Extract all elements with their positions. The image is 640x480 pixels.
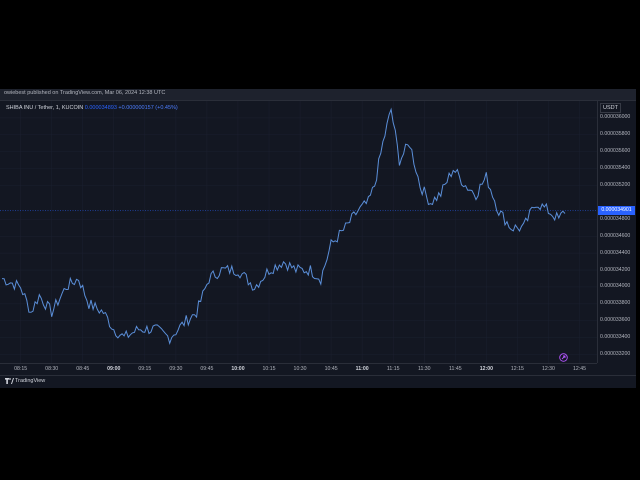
symbol-legend[interactable]: SHIBA INU / Tether, 1, KUCOIN 0.00003489…	[6, 105, 178, 111]
price-tick-label: 0.000033400	[600, 334, 631, 341]
last-price-value: 0.000034893	[84, 105, 117, 111]
time-tick-label: 12:45	[572, 366, 586, 372]
price-tick-label: 0.000035800	[600, 131, 631, 138]
time-tick-label: 11:30	[417, 366, 431, 372]
publish-info: owiebest published on TradingView.com, M…	[4, 90, 166, 96]
tradingview-logo-icon[interactable]	[5, 378, 14, 384]
price-tick-label: 0.000035400	[600, 165, 631, 172]
price-tick-label: 0.000034000	[600, 283, 631, 290]
currency-label[interactable]: USDT	[600, 103, 621, 113]
price-tick-label: 0.000035600	[600, 148, 631, 155]
last-price-tag: 0.000034901	[598, 206, 635, 215]
price-series-line	[1, 107, 566, 345]
time-tick-label: 12:30	[541, 366, 555, 372]
time-tick-label: 09:00	[107, 366, 121, 372]
time-tick-label: 08:30	[45, 366, 59, 372]
time-axis[interactable]	[0, 363, 597, 376]
price-axis[interactable]	[597, 101, 637, 363]
price-tick-label: 0.000033600	[600, 317, 631, 324]
time-tick-label: 11:15	[386, 366, 400, 372]
price-tick-label: 0.000034400	[600, 249, 631, 256]
time-tick-label: 09:15	[138, 366, 152, 372]
price-tick-label: 0.000035200	[600, 182, 631, 189]
price-tick-label: 0.000034600	[600, 232, 631, 239]
time-tick-label: 10:00	[231, 366, 245, 372]
time-tick-label: 09:30	[169, 366, 183, 372]
time-tick-label: 11:45	[448, 366, 462, 372]
time-tick-label: 08:45	[76, 366, 90, 372]
price-change-value: +0.000000157 (+0.45%)	[118, 105, 178, 111]
time-tick-label: 10:45	[324, 366, 338, 372]
chart-window: owiebest published on TradingView.com, M…	[0, 89, 637, 388]
price-tick-label: 0.000034200	[600, 266, 631, 273]
symbol-name: SHIBA INU / Tether, 1, KUCOIN	[6, 105, 84, 111]
price-tick-label: 0.000036000	[600, 114, 631, 121]
time-tick-label: 10:15	[262, 366, 276, 372]
time-tick-label: 12:00	[479, 366, 493, 372]
price-tick-label: 0.000034800	[600, 215, 631, 222]
time-tick-label: 12:15	[510, 366, 524, 372]
time-tick-label: 11:00	[355, 366, 369, 372]
price-line-chart	[0, 101, 597, 363]
goto-realtime-icon[interactable]	[559, 353, 568, 362]
tradingview-brand[interactable]: TradingView	[15, 378, 46, 384]
grid-lines	[0, 101, 597, 363]
price-tick-label: 0.000033200	[600, 351, 631, 358]
footer-bar	[0, 375, 636, 388]
time-tick-label: 10:30	[293, 366, 307, 372]
price-tick-label: 0.000033800	[600, 300, 631, 307]
time-tick-label: 09:45	[200, 366, 214, 372]
time-tick-label: 08:15	[14, 366, 28, 372]
chart-pane[interactable]	[0, 101, 597, 363]
publish-bar: owiebest published on TradingView.com, M…	[0, 89, 636, 101]
